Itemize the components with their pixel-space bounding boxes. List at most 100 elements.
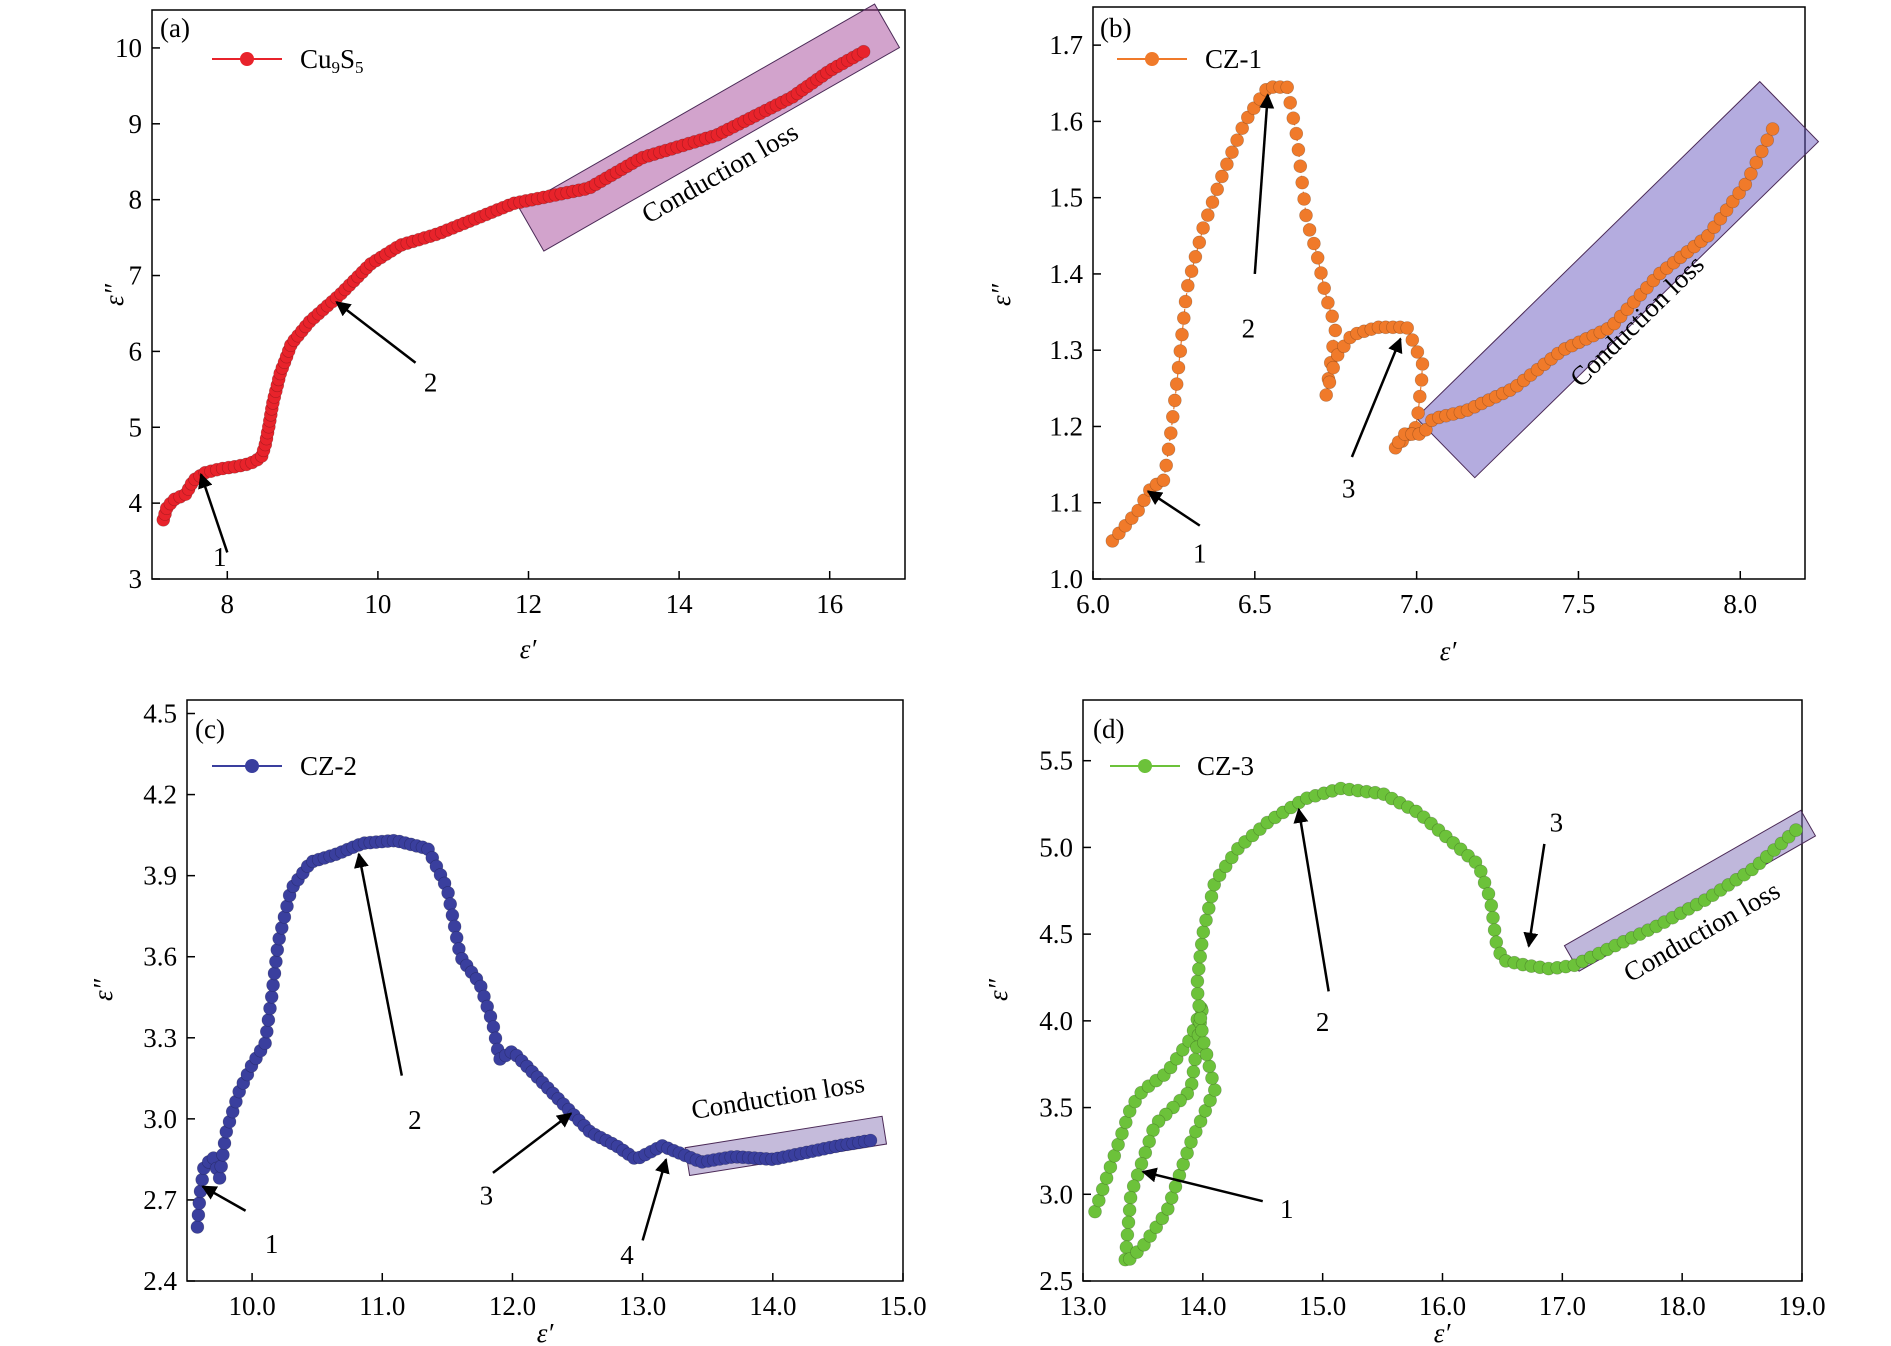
y-tick-label: 3.5 [1039, 1093, 1073, 1123]
data-point [1299, 208, 1313, 223]
annotation-arrow [1350, 337, 1403, 458]
data-point [1481, 886, 1496, 901]
y-tick-label: 1.6 [1049, 106, 1083, 136]
data-point [1749, 155, 1764, 170]
x-tick-label: 13.0 [1059, 1291, 1106, 1321]
data-point [1225, 145, 1239, 159]
y-tick-label: 9 [129, 109, 143, 139]
data-point [1164, 426, 1178, 440]
data-point [488, 1031, 503, 1046]
x-tick-label: 10 [364, 589, 391, 619]
x-axis-label: ε′ [520, 634, 538, 664]
data-point [1755, 144, 1769, 159]
data-point [1405, 333, 1420, 347]
panel-label: (b) [1100, 13, 1131, 43]
data-point [1241, 110, 1255, 125]
annotation-layer: 1 2 3 [1146, 93, 1403, 568]
annotation-arrow [1523, 843, 1546, 948]
annotation-layer: 1 2 3 [1141, 807, 1564, 1224]
data-point [1192, 962, 1206, 976]
y-tick-label: 4.5 [143, 699, 177, 729]
data-point [1193, 949, 1207, 964]
data-point [1205, 195, 1220, 209]
x-tick-label: 14.0 [1179, 1291, 1226, 1321]
y-tick-label: 5.0 [1039, 832, 1073, 862]
y-tick-label: 3.3 [143, 1023, 177, 1053]
tick-layer: 13.0 14.0 15.0 16.0 17.0 18.0 19.02.53.03.54.0… [1039, 746, 1825, 1321]
annotation-label: 1 [265, 1229, 279, 1259]
data-point [191, 1208, 206, 1222]
annotation-arrow [335, 301, 417, 364]
panel-b: Conduction loss 6.0 6.5 7.0 7.5 8.0 1.0 1.1 1.2… [986, 6, 1820, 666]
annotation-label: 4 [620, 1240, 634, 1270]
data-point [1310, 250, 1325, 265]
data-point [261, 1013, 276, 1027]
shade-layer: Conduction loss [518, 3, 901, 252]
y-tick-label: 3 [129, 564, 143, 594]
data-point [212, 1171, 227, 1185]
data-point [1199, 1047, 1214, 1062]
annotation-label: 1 [1193, 538, 1207, 568]
data-point [1486, 910, 1500, 925]
legend-text: CZ-2 [300, 751, 357, 781]
data-point [1188, 1052, 1202, 1067]
panel-label: (d) [1093, 714, 1124, 744]
x-tick-label: 16 [816, 589, 843, 619]
legend-text: CZ-1 [1205, 44, 1262, 74]
annotation-label: 3 [1342, 473, 1356, 503]
annotation-label: 1 [1280, 1194, 1294, 1224]
data-point [1195, 1023, 1209, 1038]
annotation-label: 2 [424, 368, 438, 398]
data-point [1202, 1059, 1217, 1074]
data-point [1197, 1035, 1211, 1050]
x-tick-label: 6.5 [1238, 589, 1272, 619]
annotation-layer: 1 2 3 4 [201, 852, 670, 1270]
legend-marker [1145, 52, 1159, 66]
data-point [1326, 360, 1340, 375]
data-point [1230, 133, 1244, 147]
panel-label: (a) [160, 13, 190, 43]
annotation-arrow [1146, 490, 1201, 527]
data-point [1175, 327, 1189, 342]
x-tick-label: 6.0 [1076, 589, 1110, 619]
conduction-loss-label: Conduction loss [689, 1068, 866, 1125]
y-tick-label: 3.9 [143, 861, 177, 891]
data-point [1280, 80, 1294, 95]
annotation-layer: 12 [198, 301, 438, 572]
y-tick-label: 10 [115, 33, 142, 63]
tick-layer: 10.0 11.0 12.0 13.0 14.0 15.0 2.4 2.7 3.0 3.3 3.6 3… [143, 699, 926, 1321]
x-tick-label: 7.5 [1562, 589, 1596, 619]
data-point [441, 886, 455, 900]
data-point [1194, 937, 1209, 952]
data-point [1413, 389, 1427, 404]
annotation-arrow [201, 1185, 247, 1212]
annotation-label: 3 [1550, 807, 1564, 837]
legend: CZ-3 [1110, 751, 1254, 781]
data-point [1190, 974, 1205, 989]
data-point [1120, 1228, 1135, 1242]
y-tick-label: 1.0 [1049, 564, 1083, 594]
y-tick-label: 1.4 [1049, 259, 1083, 289]
x-axis-label: ε′ [1434, 1318, 1452, 1346]
y-tick-label: 5.5 [1039, 746, 1073, 776]
data-point [1210, 182, 1224, 197]
data-point [1131, 503, 1145, 518]
data-point [266, 978, 280, 992]
shade-layer: Conduction loss [1563, 809, 1817, 988]
annotation-arrow [1293, 807, 1330, 992]
plot-frame [1082, 699, 1803, 1282]
data-point [449, 930, 464, 945]
data-point [192, 1196, 207, 1210]
data-point [1286, 111, 1301, 125]
annotation-arrow [1141, 1167, 1264, 1203]
panel-d: Conduction loss 13.0 14.0 15.0 16.0 17.0 18.0… [983, 699, 1826, 1346]
y-tick-label: 2.4 [143, 1266, 177, 1296]
data-point [1789, 823, 1803, 837]
data-point [1196, 925, 1211, 939]
x-tick-label: 8 [221, 589, 235, 619]
data-point [1302, 223, 1317, 237]
data-point [1760, 133, 1774, 147]
annotation-arrow [198, 472, 229, 553]
